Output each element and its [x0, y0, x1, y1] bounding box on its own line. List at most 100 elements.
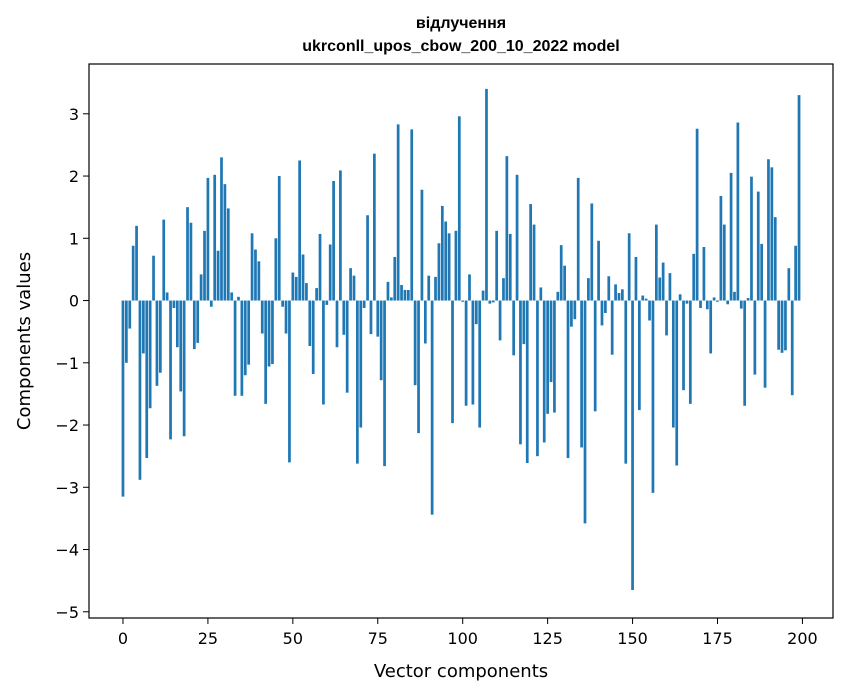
bar — [223, 184, 227, 301]
bar — [784, 300, 787, 351]
bar — [553, 300, 556, 413]
bar — [451, 300, 454, 424]
bar — [756, 191, 760, 301]
bar — [284, 300, 288, 334]
bar — [311, 300, 315, 374]
bar — [298, 160, 301, 301]
bar — [138, 300, 142, 480]
bar — [631, 300, 634, 590]
bar — [624, 300, 628, 464]
bar — [593, 300, 597, 412]
bar — [328, 244, 332, 301]
bar — [780, 300, 784, 353]
bar — [787, 268, 791, 301]
bar — [573, 300, 577, 320]
bar — [162, 219, 166, 301]
bar — [352, 275, 356, 301]
bar — [179, 300, 183, 392]
bar — [172, 300, 176, 309]
bar — [614, 284, 617, 301]
bar — [359, 300, 363, 428]
bar — [688, 300, 692, 404]
bar — [705, 300, 709, 310]
bar — [682, 300, 685, 391]
bar — [471, 300, 475, 405]
chart-title-line-1: відлучення — [416, 15, 506, 32]
bar — [393, 256, 397, 301]
bar — [447, 233, 451, 301]
bar — [454, 230, 458, 301]
y-tick-label: 0 — [69, 292, 79, 311]
bar — [695, 128, 699, 301]
bar — [763, 300, 767, 388]
bar — [213, 174, 217, 301]
bar — [519, 300, 522, 445]
bar — [515, 174, 519, 301]
chart-title-line-2: ukrconll_upos_cbow_200_10_2022 model — [302, 38, 619, 55]
bar — [733, 291, 736, 301]
bar — [131, 245, 135, 301]
bar — [712, 297, 716, 301]
bar — [665, 300, 668, 336]
bar — [288, 300, 291, 463]
bar — [145, 300, 149, 459]
bar — [305, 283, 308, 301]
bar — [342, 300, 346, 335]
bar — [587, 278, 590, 301]
bar — [739, 300, 743, 309]
bar — [257, 261, 261, 301]
bar — [254, 249, 257, 301]
bar — [495, 230, 499, 301]
bar — [260, 300, 264, 334]
bar — [335, 300, 339, 348]
bar — [580, 300, 583, 448]
bar — [709, 300, 713, 354]
bar — [230, 292, 234, 301]
bar — [216, 250, 220, 301]
bar — [386, 281, 390, 301]
bar — [243, 300, 247, 376]
plot-frame — [88, 63, 834, 619]
bar — [457, 116, 461, 301]
bar — [729, 172, 733, 301]
bar — [430, 300, 434, 515]
bar — [434, 276, 437, 301]
y-tick-label: −3 — [55, 478, 79, 497]
bar — [203, 230, 206, 301]
bar — [125, 300, 128, 363]
bar — [651, 300, 655, 493]
bar — [610, 300, 614, 355]
bar — [121, 300, 125, 497]
bar — [468, 274, 471, 301]
bar — [148, 300, 152, 409]
bars — [121, 88, 801, 590]
bar — [702, 247, 706, 301]
bar — [325, 300, 329, 305]
bar — [128, 300, 132, 329]
bar — [546, 300, 549, 414]
bar — [634, 256, 638, 301]
bar — [464, 300, 468, 406]
x-axis-label: Vector components — [374, 661, 548, 682]
bar — [753, 300, 757, 375]
bar — [512, 300, 516, 356]
bar — [444, 221, 448, 301]
bar — [722, 224, 726, 301]
x-tick-label: 75 — [368, 629, 388, 648]
bar — [617, 293, 621, 301]
bar — [508, 233, 512, 301]
bar — [345, 300, 349, 393]
bar — [641, 295, 645, 301]
bar — [339, 170, 342, 301]
bar — [318, 233, 322, 301]
bar — [719, 195, 723, 301]
bar — [498, 300, 502, 341]
bar — [654, 224, 658, 301]
bar — [396, 124, 400, 301]
bar — [135, 225, 138, 301]
y-tick-label: −2 — [55, 416, 79, 435]
bar — [369, 300, 373, 335]
y-tick-label: −5 — [55, 603, 79, 622]
y-axis-ticks: 3 2 1 0 −1 −2 −3 −4 −5 — [55, 105, 89, 622]
